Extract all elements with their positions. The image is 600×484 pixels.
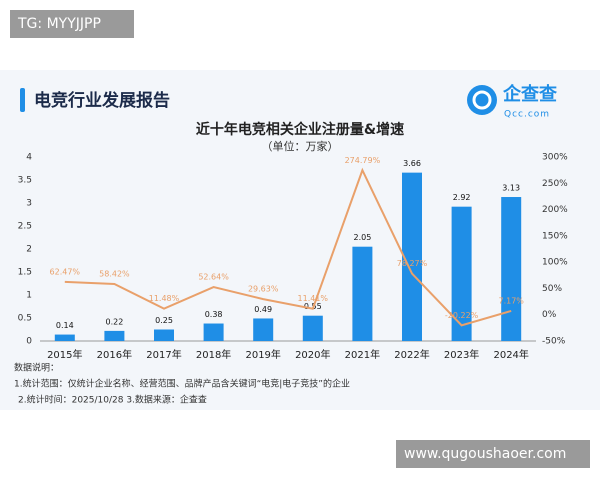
y-tick-label: 3 — [26, 199, 32, 209]
x-tick-label: 2020年 — [295, 348, 330, 361]
line-label: 78.27% — [397, 259, 428, 268]
bar-label: 0.25 — [155, 316, 173, 325]
logo-icon — [467, 85, 497, 115]
line-label: -20.22% — [445, 311, 479, 320]
chart-title: 近十年电竞相关企业注册量&增速 — [196, 121, 404, 138]
x-tick-label: 2023年 — [444, 348, 479, 361]
bar-label: 0.14 — [56, 321, 74, 330]
x-tick-label: 2022年 — [394, 348, 429, 361]
logo-sub: Qcc.com — [504, 110, 550, 120]
y2-tick-label: 150% — [542, 231, 568, 241]
line-label: 7.17% — [498, 296, 524, 305]
line-label: 58.42% — [99, 270, 130, 279]
bar-label: 3.66 — [403, 159, 421, 168]
logo-text: 企查查 — [502, 83, 557, 105]
note-line: 1.统计范围：仅统计企业名称、经营范围、品牌产品含关键词“电竞|电子竞技”的企业 — [14, 378, 350, 390]
bar — [154, 329, 174, 341]
logo-icon-ring — [472, 90, 492, 110]
growth-line — [64, 167, 512, 327]
x-tick-label: 2019年 — [245, 348, 280, 361]
bar — [402, 172, 422, 341]
y-tick-label: 1.5 — [18, 268, 32, 278]
bar — [104, 330, 125, 341]
y2-tick-label: 200% — [542, 205, 568, 215]
x-tick-label: 2015年 — [47, 348, 82, 361]
watermark-box — [396, 440, 590, 468]
bar — [203, 323, 224, 341]
y-tick-label: 3.5 — [18, 176, 32, 186]
line-label: 274.79% — [345, 156, 381, 165]
x-tick-label: 2017年 — [146, 348, 181, 361]
line-label: 52.64% — [198, 273, 229, 282]
y2-tick-label: 100% — [542, 258, 568, 268]
bar-label: 0.49 — [254, 305, 272, 314]
card — [0, 70, 600, 410]
bar-label: 2.05 — [353, 233, 371, 242]
bar — [501, 197, 522, 341]
y-tick-label: 0 — [26, 337, 32, 347]
y-tick-label: 2.5 — [18, 222, 32, 232]
y-tick-label: 1 — [26, 291, 32, 301]
x-tick-label: 2016年 — [97, 348, 132, 361]
x-tick-label: 2021年 — [345, 348, 380, 361]
bar — [451, 206, 472, 341]
chart-subtitle: （单位：万家） — [262, 139, 339, 153]
bar-label: 0.22 — [105, 317, 123, 326]
bar — [253, 318, 274, 341]
bar — [302, 315, 323, 341]
line-label: 29.63% — [248, 285, 279, 294]
watermark: www.qugoushaoer.com — [404, 446, 566, 462]
watermark: TG: MYYJJPP — [17, 16, 101, 32]
line-label: 11.48% — [149, 294, 180, 303]
y-tick-label: 0.5 — [18, 314, 32, 324]
watermark-box — [10, 10, 134, 38]
notes-heading: 数据说明： — [14, 362, 59, 374]
x-tick-label: 2024年 — [493, 348, 528, 361]
y-tick-label: 4 — [26, 153, 32, 163]
line-label: 11.41% — [298, 294, 329, 303]
bar-label: 3.13 — [502, 184, 520, 193]
header-title: 电竞行业发展报告 — [34, 90, 170, 111]
x-tick-label: 2018年 — [196, 348, 231, 361]
y2-tick-label: 50% — [542, 284, 562, 294]
bar — [352, 246, 373, 341]
note-line: 2.统计时间：2025/10/28 3.数据来源：企查查 — [18, 394, 207, 406]
y2-tick-label: 300% — [542, 153, 568, 163]
line-label: 62.47% — [50, 267, 81, 276]
bar — [54, 334, 75, 341]
bar-label: 0.38 — [205, 310, 223, 319]
header-accent — [20, 88, 25, 112]
bar-label: 2.92 — [453, 193, 471, 202]
y2-tick-label: 0% — [542, 310, 557, 320]
y-tick-label: 2 — [26, 245, 32, 255]
y2-tick-label: 250% — [542, 179, 568, 189]
plot: 0 0.5 1 1.5 2 2.5 3 3.5 4 -50% 0% 50% 100% 150% 200% 25… — [18, 153, 569, 362]
y2-tick-label: -50% — [542, 337, 566, 347]
